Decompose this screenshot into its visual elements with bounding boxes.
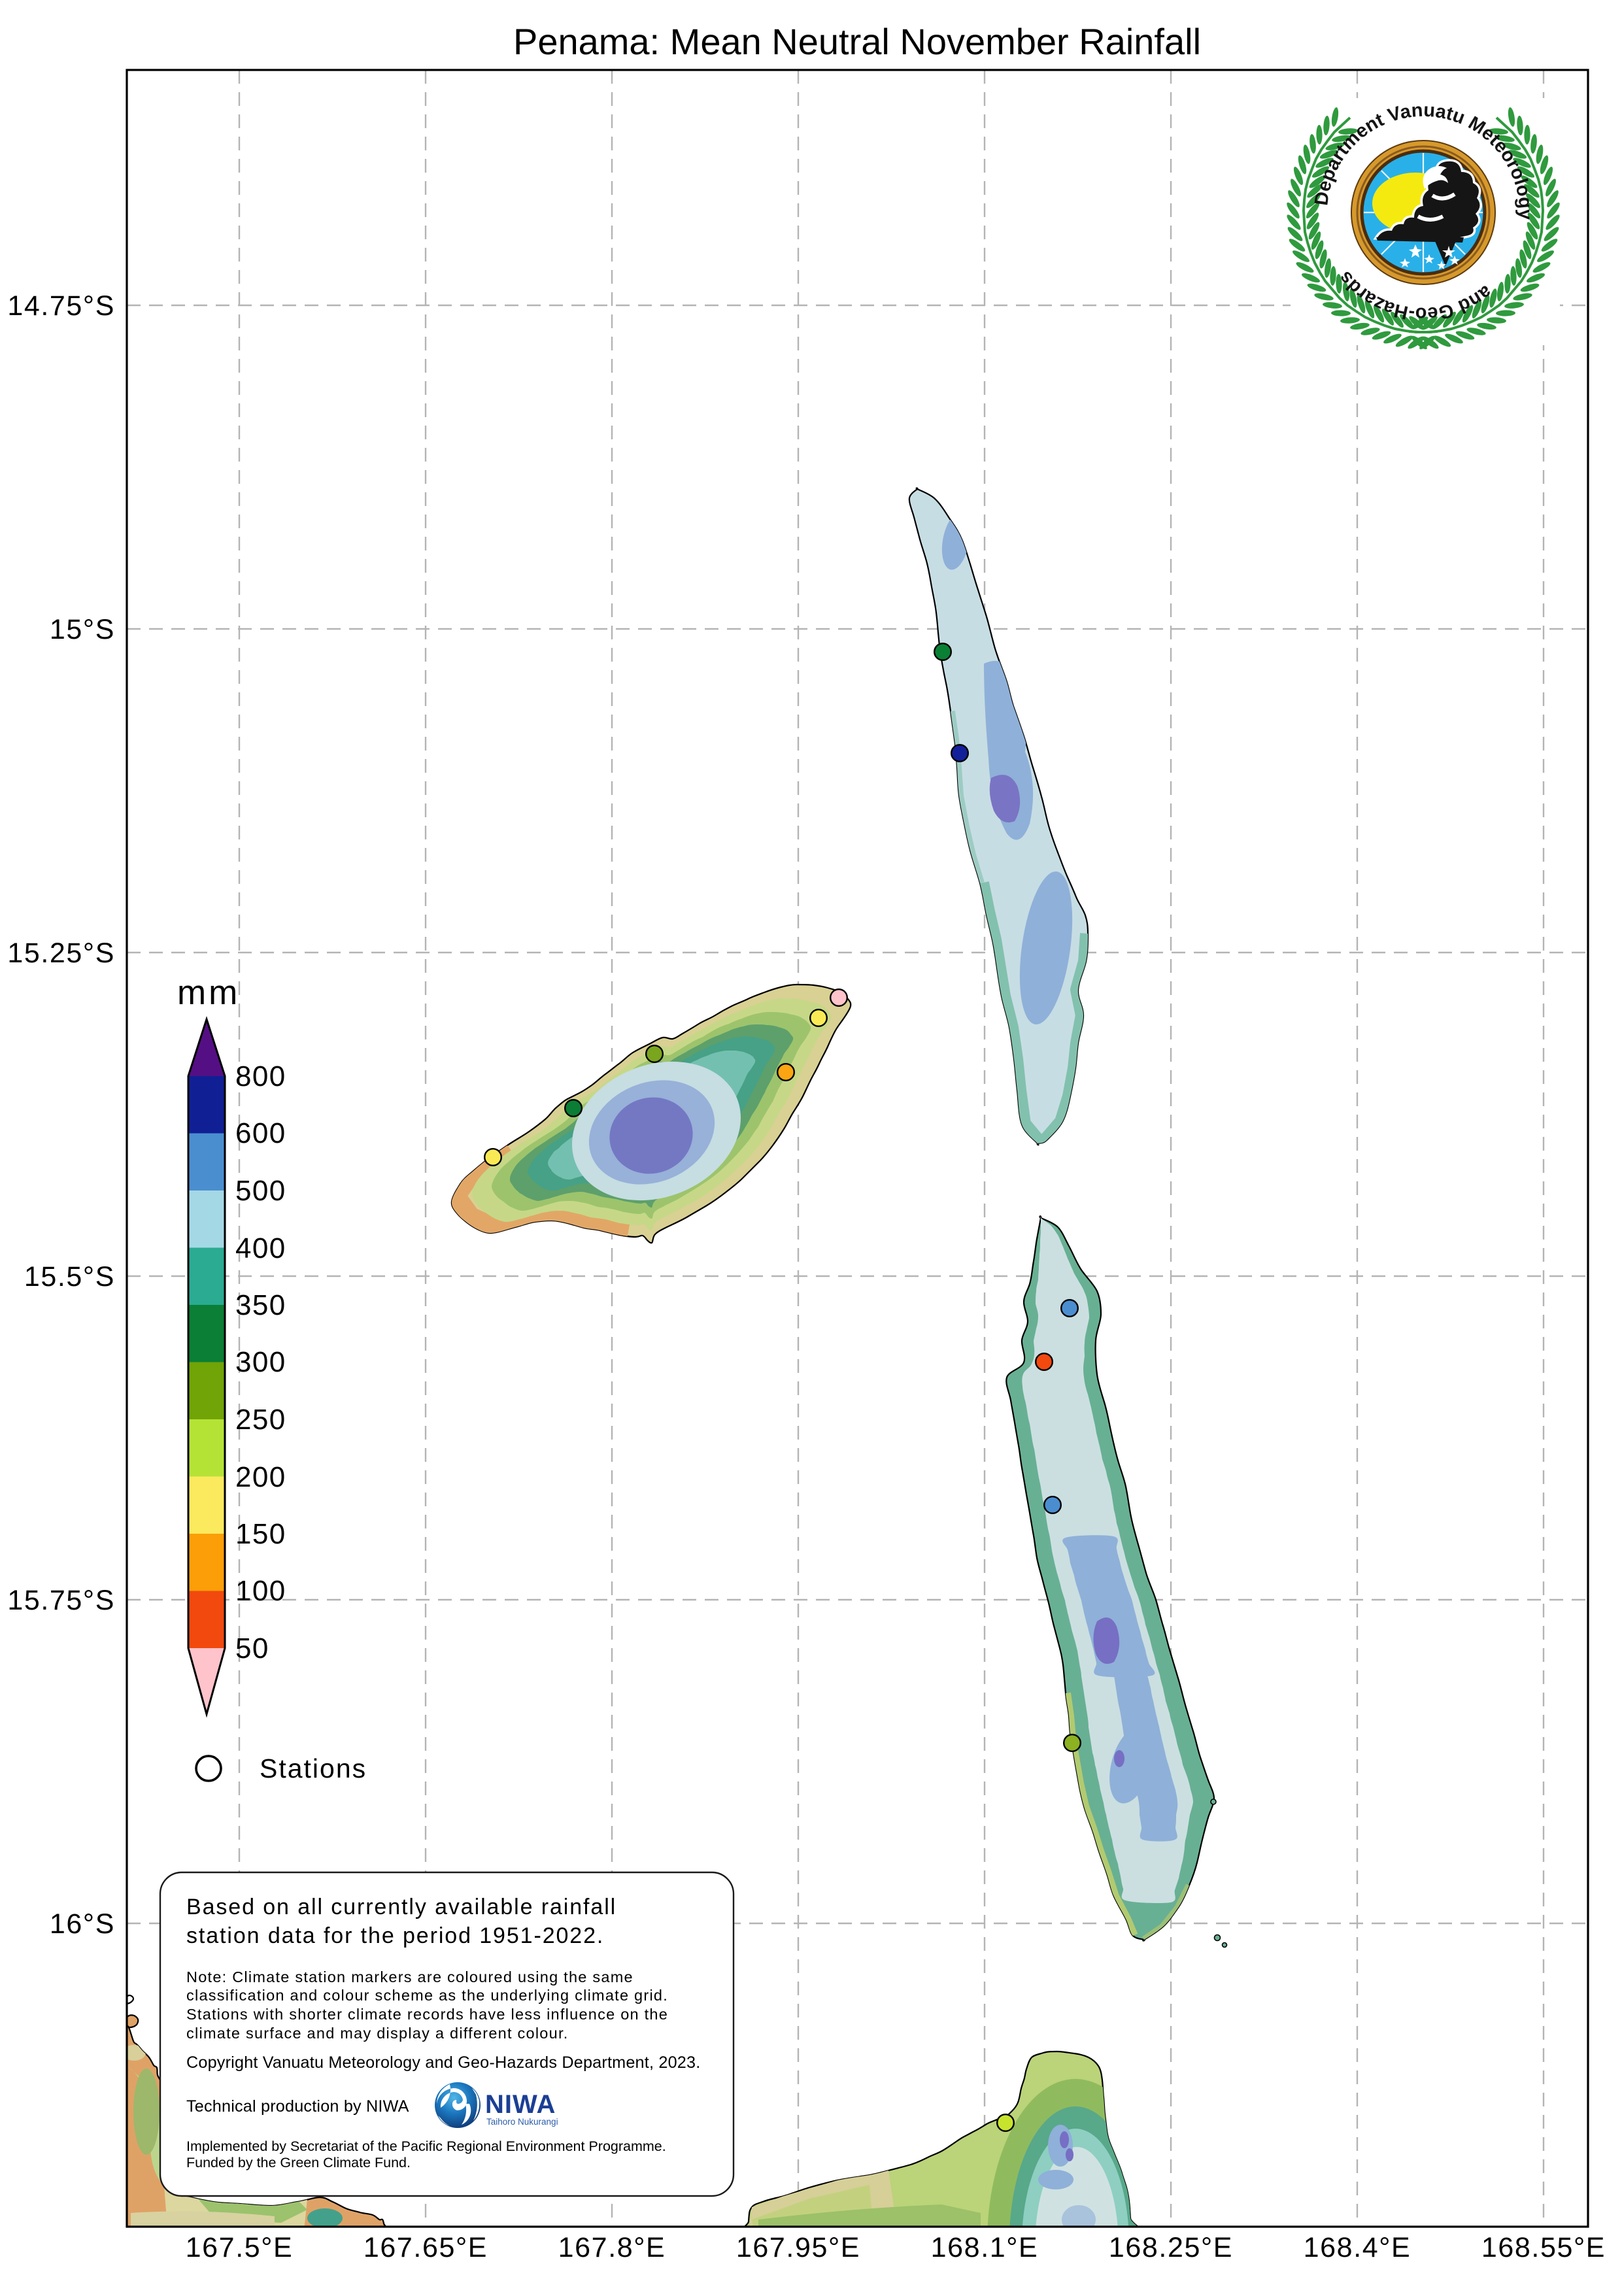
svg-text:168.4°E: 168.4°E [1304,2232,1411,2263]
svg-text:Penama: Mean Neutral November: Penama: Mean Neutral November Rainfall [513,21,1201,62]
svg-text:200: 200 [235,1461,286,1493]
svg-text:15°S: 15°S [50,614,115,645]
svg-text:Implemented by Secretariat of: Implemented by Secretariat of the Pacifi… [186,2138,666,2154]
svg-text:mm: mm [177,973,240,1012]
svg-text:Technical production by NIWA: Technical production by NIWA [186,2097,409,2116]
svg-text:Stations: Stations [260,1753,367,1783]
svg-text:14.75°S: 14.75°S [7,290,115,322]
svg-text:600: 600 [235,1117,286,1149]
svg-text:Copyright Vanuatu Meteorology: Copyright Vanuatu Meteorology and Geo-Ha… [186,2053,700,2072]
svg-text:100: 100 [235,1575,286,1607]
svg-text:150: 150 [235,1518,286,1550]
svg-text:167.5°E: 167.5°E [186,2232,294,2263]
svg-text:168.1°E: 168.1°E [931,2232,1039,2263]
svg-text:300: 300 [235,1346,286,1378]
svg-text:station data for the period 19: station data for the period 1951-2022. [186,1923,604,1948]
svg-text:50: 50 [235,1632,269,1664]
svg-text:Stations with shorter climate: Stations with shorter climate records ha… [186,2006,668,2023]
svg-text:350: 350 [235,1289,286,1321]
svg-text:500: 500 [235,1175,286,1207]
svg-text:167.8°E: 167.8°E [558,2232,666,2263]
svg-text:Taihoro Nukurangi: Taihoro Nukurangi [486,2117,558,2127]
svg-text:16°S: 16°S [50,1908,115,1940]
svg-text:Note: Climate station markers: Note: Climate station markers are colour… [186,1968,634,1985]
svg-text:climate surface and may displa: climate surface and may display a differ… [186,2025,569,2042]
svg-text:Funded by the Green Climate Fu: Funded by the Green Climate Fund. [186,2155,411,2170]
svg-text:15.5°S: 15.5°S [24,1261,115,1292]
svg-text:250: 250 [235,1404,286,1436]
svg-text:Based on all currently availab: Based on all currently available rainfal… [186,1895,617,1919]
svg-text:15.75°S: 15.75°S [7,1585,115,1616]
svg-text:167.65°E: 167.65°E [363,2232,488,2263]
svg-text:classification and colour sche: classification and colour scheme as the … [186,1987,668,2004]
svg-text:167.95°E: 167.95°E [736,2232,860,2263]
svg-text:15.25°S: 15.25°S [7,937,115,969]
svg-text:400: 400 [235,1232,286,1264]
svg-text:NIWA: NIWA [485,2090,556,2119]
svg-text:168.25°E: 168.25°E [1109,2232,1233,2263]
svg-text:168.55°E: 168.55°E [1481,2232,1606,2263]
svg-text:800: 800 [235,1060,286,1092]
